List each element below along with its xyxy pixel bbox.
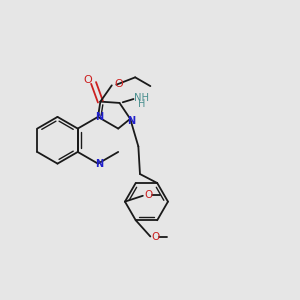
Text: NH: NH — [134, 93, 149, 103]
Text: H: H — [138, 99, 145, 109]
Text: O: O — [144, 190, 152, 200]
Text: O: O — [115, 79, 123, 89]
Text: N: N — [95, 112, 103, 122]
Text: N: N — [95, 159, 103, 169]
Text: O: O — [152, 232, 160, 242]
Text: N: N — [127, 116, 135, 126]
Text: O: O — [83, 75, 92, 85]
